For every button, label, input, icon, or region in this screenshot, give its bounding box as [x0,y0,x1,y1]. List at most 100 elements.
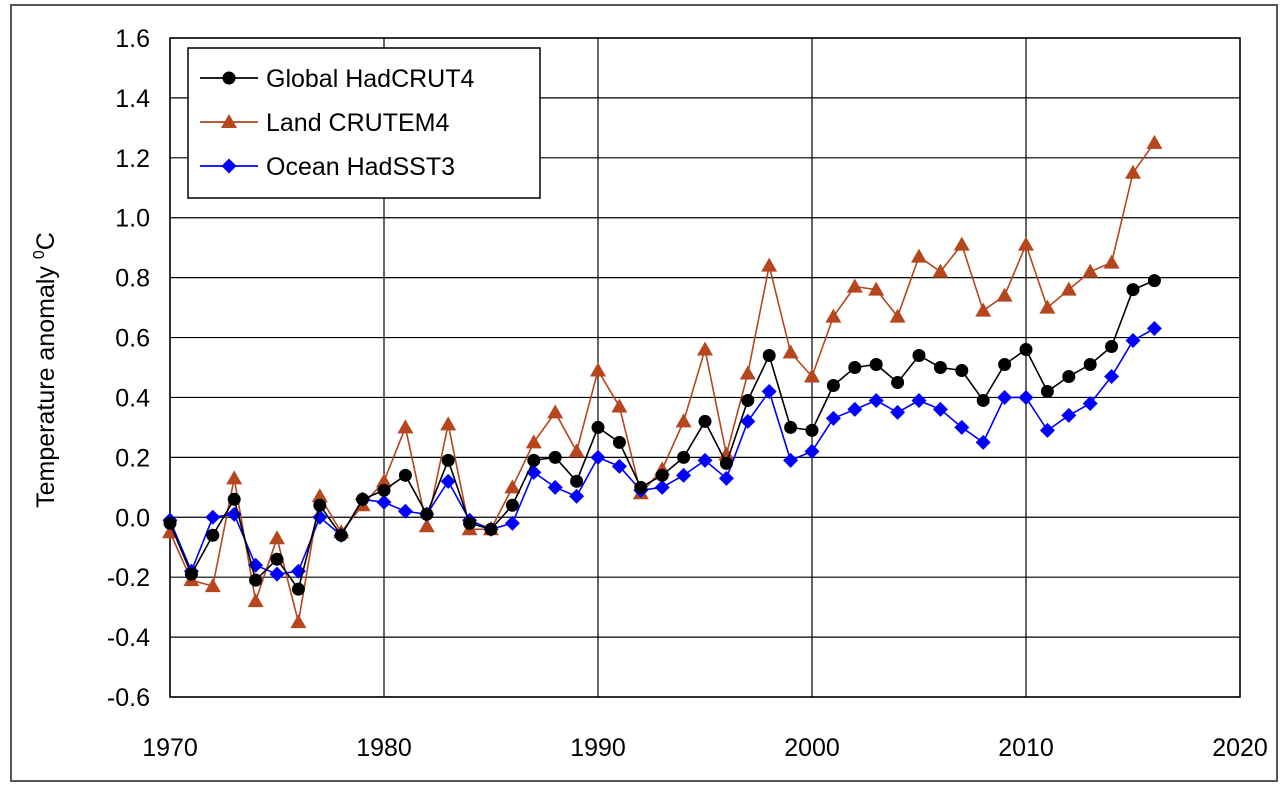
data-point-diamond [504,515,520,531]
data-point-diamond [654,479,670,495]
data-point-triangle [975,302,992,317]
legend-marker-triangle [221,114,237,128]
legend-marker-diamond [221,158,237,174]
data-point-diamond [997,389,1013,405]
data-point-diamond [718,470,734,486]
data-point-triangle [1039,299,1056,314]
data-point-circle [1105,340,1119,354]
data-point-circle [505,498,519,512]
data-point-circle [826,378,840,392]
data-point-triangle [889,308,906,323]
data-point-diamond [376,494,392,510]
data-point-diamond [825,410,841,426]
legend-box [187,47,541,199]
legend-label: Land CRUTEM4 [266,109,449,137]
data-point-circle [719,456,733,470]
data-point-triangle [846,278,863,293]
data-point-circle [463,516,477,530]
series-diamond [162,321,1162,582]
legend-item: Global HadCRUT4 [200,65,475,93]
data-point-triangle [547,404,564,419]
data-point-diamond [569,488,585,504]
data-point-triangle [739,365,756,380]
data-point-triangle [376,473,392,488]
data-point-diamond [740,413,756,429]
data-point-triangle [611,398,628,413]
legend: Global HadCRUT4 Land CRUTEM4 Ocean HadSST3 [187,47,541,199]
data-point-circle [998,358,1012,372]
y-tick-label: 0.8 [115,265,150,293]
data-point-circle [848,361,862,374]
data-point-triangle [418,518,435,533]
data-point-circle [591,420,605,434]
data-point-circle [398,468,412,482]
data-point-triangle [697,341,713,356]
data-point-circle [1040,384,1054,398]
data-point-triangle [1060,281,1077,296]
data-point-triangle [761,257,778,272]
data-point-diamond [954,419,970,435]
x-tick-label: 2020 [1212,734,1268,762]
data-point-diamond [868,392,884,408]
data-point-diamond [590,449,606,465]
y-axis-label-unit: C [32,232,60,250]
series-circle [163,274,1161,596]
y-axis-label-space [32,259,60,266]
data-point-circle [484,522,498,536]
data-point-circle [762,349,776,363]
data-point-triangle [1082,263,1099,278]
y-axis-label-text: Temperature anomaly [32,266,60,508]
data-point-circle [227,492,241,506]
data-point-triangle [868,281,885,296]
y-tick-label: 1.0 [115,205,150,233]
data-point-circle [548,450,562,464]
data-point-circle [891,375,905,389]
data-point-triangle [996,287,1013,302]
y-axis-label-superscript: 0 [31,250,48,259]
data-point-diamond [1039,422,1055,438]
data-point-triangle [782,344,799,359]
y-tick-label: 0.2 [115,444,150,472]
data-point-diamond [847,401,863,417]
data-point-diamond [1104,368,1120,384]
data-point-triangle [953,236,970,251]
data-point-diamond [932,401,948,417]
data-point-circle [805,423,819,437]
data-point-triangle [568,443,585,458]
data-point-circle [1019,343,1033,357]
data-point-diamond [676,467,692,483]
data-point-triangle [440,416,457,431]
y-tick-label: 1.2 [115,145,150,173]
y-tick-label: 0.4 [115,384,150,412]
data-point-circle [976,393,990,407]
x-axis-ticks: 1970 1980 1990 2000 2010 2020 [142,734,1268,762]
data-point-diamond [269,566,285,582]
data-point-triangle [675,413,692,428]
data-point-triangle [1103,254,1120,269]
data-point-diamond [804,443,820,459]
data-point-triangle [269,530,285,545]
x-tick-label: 2010 [998,734,1054,762]
data-point-circle [912,349,926,363]
data-point-circle [441,453,455,467]
x-tick-label: 1980 [356,734,412,762]
data-point-triangle [1018,236,1034,251]
data-point-diamond [783,452,799,468]
y-tick-label: 1.4 [115,85,150,113]
data-point-circle [955,363,969,377]
data-point-circle [677,450,691,464]
data-point-circle [655,468,669,482]
x-tick-label: 2000 [784,734,840,762]
data-point-diamond [697,452,713,468]
data-point-circle [249,573,263,587]
data-point-diamond [547,479,563,495]
y-tick-label: -0.6 [107,684,150,712]
series-layer [162,134,1163,629]
y-tick-label: -0.4 [107,624,150,652]
data-point-circle [933,361,947,374]
data-point-circle [356,492,370,506]
data-point-diamond [890,404,906,420]
y-tick-label: 0.6 [115,325,150,353]
data-point-diamond [975,434,991,450]
